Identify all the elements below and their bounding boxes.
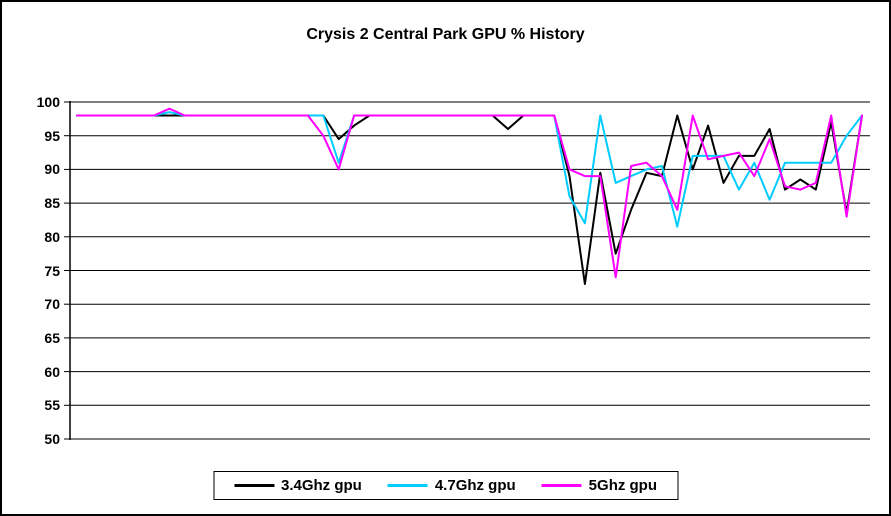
chart-title: Crysis 2 Central Park GPU % History — [306, 26, 585, 43]
y-tick-label: 70 — [44, 296, 60, 313]
y-tick-label: 55 — [44, 397, 60, 414]
y-tick-label: 100 — [36, 94, 60, 110]
y-tick-label: 85 — [44, 195, 60, 212]
legend-item-4-7ghz: 4.7Ghz gpu — [387, 477, 516, 494]
y-tick-label: 50 — [44, 431, 60, 447]
legend-item-5ghz: 5Ghz gpu — [541, 477, 658, 494]
y-tick-label: 80 — [44, 228, 60, 245]
series-line-5ghz-gpu — [76, 107, 863, 279]
legend-line-swatch-5ghz — [541, 484, 582, 487]
legend-label: 3.4Ghz gpu — [280, 477, 362, 494]
y-tick-label: 95 — [44, 127, 60, 144]
series-line-3.4ghz-gpu — [76, 114, 863, 285]
y-tick-label: 60 — [44, 363, 60, 380]
legend-label: 4.7Ghz gpu — [434, 477, 516, 494]
y-tick-label: 90 — [44, 161, 60, 178]
legend-label: 5Ghz gpu — [588, 477, 658, 494]
legend-item-3-4ghz: 3.4Ghz gpu — [233, 477, 362, 494]
legend-line-swatch-4-7ghz — [387, 484, 428, 487]
legend: 3.4Ghz gpu 4.7Ghz gpu 5Ghz gpu — [212, 471, 679, 500]
y-tick-label: 75 — [44, 262, 60, 279]
legend-line-swatch-3-4ghz — [233, 484, 274, 487]
y-tick-label: 65 — [44, 329, 60, 346]
